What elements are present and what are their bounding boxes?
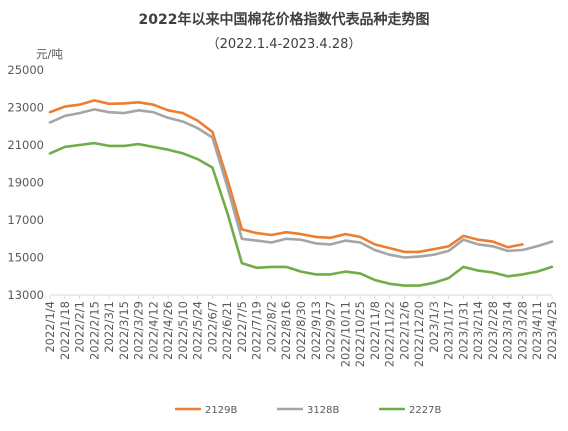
x-tick-label: 2022/12/6 bbox=[397, 301, 411, 360]
y-tick-label: 19000 bbox=[7, 176, 44, 190]
x-tick-label: 2023/1/3 bbox=[427, 301, 441, 353]
x-tick-label: 2022/10/11 bbox=[338, 301, 352, 367]
series-line-2129B bbox=[48, 99, 524, 254]
y-axis-unit-label: 元/吨 bbox=[36, 47, 63, 61]
x-tick-label: 2022/3/15 bbox=[117, 301, 131, 360]
x-tick-label: 2023/3/14 bbox=[501, 301, 515, 360]
legend-label: 3128B bbox=[307, 405, 339, 416]
legend-label: 2227B bbox=[409, 405, 441, 416]
x-tick-label: 2022/1/4 bbox=[43, 301, 57, 353]
x-tick-label: 2022/5/10 bbox=[176, 301, 190, 360]
x-tick-label: 2022/8/2 bbox=[264, 301, 278, 353]
x-tick-label: 2022/3/29 bbox=[132, 301, 146, 360]
x-tick-label: 2023/4/11 bbox=[530, 301, 544, 360]
x-tick-label: 2022/8/16 bbox=[279, 301, 293, 360]
x-axis-ticks: 2022/1/4 2022/1/18 2022/2/1 2022/2/15 2022/3… bbox=[43, 295, 559, 367]
x-tick-label: 2023/1/17 bbox=[442, 301, 456, 360]
y-tick-label: 17000 bbox=[7, 213, 44, 227]
x-tick-label: 2023/2/28 bbox=[486, 301, 500, 360]
y-tick-label: 23000 bbox=[7, 101, 44, 115]
x-tick-label: 2022/7/5 bbox=[235, 301, 249, 353]
y-tick-label: 15000 bbox=[7, 251, 44, 265]
x-tick-label: 2022/11/22 bbox=[383, 301, 397, 367]
x-tick-label: 2022/9/27 bbox=[324, 301, 338, 360]
legend-label: 2129B bbox=[205, 405, 237, 416]
x-tick-label: 2022/10/25 bbox=[353, 301, 367, 367]
y-tick-label: 21000 bbox=[7, 138, 44, 152]
x-tick-label: 2022/1/18 bbox=[58, 301, 72, 360]
chart-subtitle: （2022.1.4-2023.4.28） bbox=[207, 37, 362, 52]
x-tick-label: 2023/2/14 bbox=[471, 301, 485, 360]
y-tick-label: 13000 bbox=[7, 288, 44, 302]
x-tick-label: 2022/5/24 bbox=[191, 301, 205, 360]
y-axis-ticks: 13000 15000 17000 19000 21000 23000 25000 bbox=[7, 63, 44, 302]
legend: 2129B 3128B 2227B bbox=[175, 405, 441, 416]
chart-title: 2022年以来中国棉花价格指数代表品种走势图 bbox=[139, 11, 430, 28]
x-tick-label: 2023/4/25 bbox=[545, 301, 559, 360]
x-tick-label: 2023/3/28 bbox=[515, 301, 529, 360]
x-tick-label: 2022/8/30 bbox=[294, 301, 308, 360]
x-tick-label: 2022/2/15 bbox=[87, 301, 101, 360]
x-tick-label: 2022/6/21 bbox=[220, 301, 234, 360]
series-line-2227B bbox=[48, 141, 554, 287]
x-tick-label: 2022/4/26 bbox=[161, 301, 175, 360]
series-line-3128B bbox=[48, 108, 554, 259]
x-tick-label: 2022/2/1 bbox=[73, 301, 87, 353]
x-tick-label: 2022/9/13 bbox=[309, 301, 323, 360]
x-tick-label: 2022/12/20 bbox=[412, 301, 426, 367]
x-tick-label: 2022/6/7 bbox=[205, 301, 219, 353]
x-tick-label: 2023/1/31 bbox=[456, 301, 470, 360]
x-tick-label: 2022/11/8 bbox=[368, 301, 382, 360]
y-tick-label: 25000 bbox=[7, 63, 44, 77]
x-tick-label: 2022/3/1 bbox=[102, 301, 116, 353]
x-tick-label: 2022/4/12 bbox=[146, 301, 160, 360]
x-tick-label: 2022/7/19 bbox=[250, 301, 264, 360]
series-lines bbox=[48, 99, 554, 287]
